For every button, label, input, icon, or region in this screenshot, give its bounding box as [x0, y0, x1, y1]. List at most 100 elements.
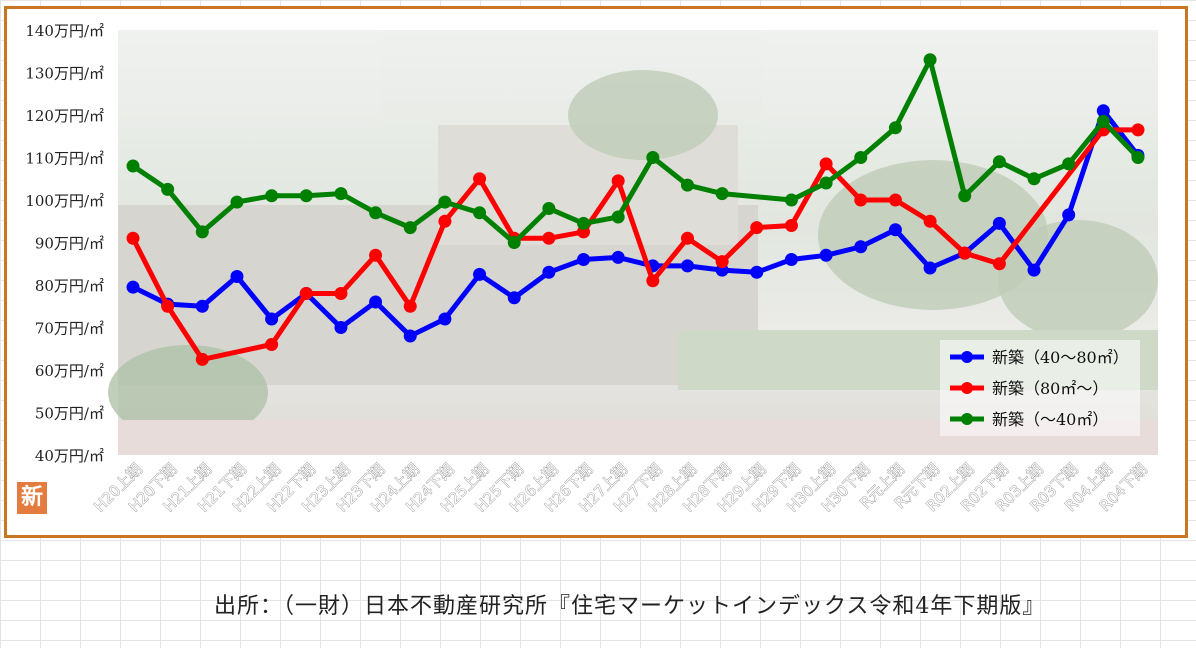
- x-axis-ticks: H20上期H20下期H21上期H21下期H22上期H22下期H23上期H23下期…: [90, 460, 1151, 516]
- data-point: [542, 202, 556, 215]
- data-point: [161, 299, 175, 313]
- y-axis-ticks: 40万円/㎡ 50万円/㎡ 60万円/㎡ 70万円/㎡ 80万円/㎡ 90万円/㎡ 100万…: [25, 22, 104, 465]
- data-point: [1131, 151, 1145, 164]
- data-point: [1096, 114, 1110, 128]
- data-point: [923, 53, 937, 67]
- data-point: [438, 214, 452, 228]
- data-point: [195, 225, 209, 239]
- data-point: [265, 338, 279, 351]
- data-point: [1027, 172, 1041, 186]
- data-point: [854, 151, 868, 164]
- data-point: [369, 248, 383, 262]
- data-point: [992, 155, 1006, 169]
- legend-swatch-marker: [961, 413, 973, 425]
- legend-label: 新築（～40㎡）: [992, 410, 1108, 429]
- data-point: [992, 257, 1006, 271]
- y-tick-label: 70万円/㎡: [35, 320, 104, 338]
- data-point: [646, 151, 660, 164]
- data-point: [715, 187, 729, 201]
- source-citation: 出所：（一財）日本不動産研究所『住宅マーケットインデックス令和4年下期版』: [214, 594, 1046, 619]
- data-point: [230, 195, 244, 209]
- data-point: [299, 287, 313, 300]
- data-point: [126, 231, 140, 245]
- y-tick-label: 120万円/㎡: [25, 107, 104, 125]
- data-point: [819, 157, 833, 171]
- y-tick-label: 90万円/㎡: [35, 235, 104, 253]
- data-point: [784, 193, 798, 207]
- data-point: [195, 299, 209, 313]
- legend: 新築（40～80㎡） 新築（80㎡～） 新築（～40㎡）: [940, 340, 1140, 436]
- data-point: [888, 193, 902, 207]
- data-point: [403, 221, 417, 235]
- data-point: [784, 253, 798, 266]
- data-point: [507, 291, 521, 305]
- data-point: [473, 172, 487, 186]
- data-point: [819, 248, 833, 262]
- data-point: [542, 231, 556, 245]
- data-point: [161, 182, 175, 196]
- data-point: [958, 246, 972, 260]
- y-tick-label: 140万円/㎡: [25, 22, 104, 40]
- data-point: [1027, 263, 1041, 277]
- y-tick-label: 60万円/㎡: [35, 362, 104, 380]
- data-point: [230, 270, 244, 283]
- data-point: [334, 287, 348, 300]
- data-point: [126, 159, 140, 173]
- data-point: [299, 189, 313, 203]
- data-point: [923, 261, 937, 275]
- data-point: [577, 253, 591, 266]
- y-tick-label: 50万円/㎡: [35, 405, 104, 423]
- data-point: [403, 299, 417, 313]
- data-point: [646, 274, 660, 288]
- y-tick-label: 130万円/㎡: [25, 65, 104, 83]
- y-tick-label: 110万円/㎡: [25, 150, 104, 168]
- data-point: [854, 240, 868, 254]
- series-line: [130, 57, 1141, 245]
- y-tick-label: 100万円/㎡: [25, 192, 104, 210]
- data-point: [265, 312, 279, 326]
- data-point: [819, 176, 833, 190]
- data-point: [473, 267, 487, 281]
- data-point: [334, 187, 348, 201]
- legend-swatch-marker: [961, 382, 973, 394]
- data-point: [715, 255, 729, 269]
- data-point: [888, 121, 902, 135]
- data-point: [265, 189, 279, 203]
- data-point: [958, 189, 972, 203]
- data-point: [438, 312, 452, 326]
- data-point: [750, 265, 764, 279]
- legend-swatch-marker: [961, 351, 973, 363]
- series-line: [130, 127, 1141, 362]
- data-point: [1096, 104, 1110, 118]
- data-point: [577, 216, 591, 230]
- data-point: [473, 206, 487, 220]
- legend-label: 新築（40～80㎡）: [992, 348, 1129, 367]
- data-point: [888, 223, 902, 237]
- legend-label: 新築（80㎡～）: [992, 379, 1108, 398]
- data-point: [403, 329, 417, 343]
- data-point: [195, 352, 209, 366]
- data-point: [542, 265, 556, 279]
- data-point: [369, 295, 383, 309]
- data-point: [1062, 157, 1076, 171]
- data-point: [369, 206, 383, 220]
- data-point: [507, 236, 521, 249]
- data-point: [611, 210, 625, 224]
- data-point: [1131, 123, 1145, 137]
- data-point: [923, 214, 937, 228]
- series-lines: [126, 53, 1145, 366]
- data-point: [680, 231, 694, 245]
- new-construction-badge: 新: [17, 482, 47, 514]
- data-point: [1062, 208, 1076, 222]
- data-point: [854, 193, 868, 207]
- data-point: [611, 174, 625, 188]
- data-point: [992, 216, 1006, 230]
- data-point: [438, 195, 452, 209]
- data-point: [126, 280, 140, 294]
- data-point: [680, 178, 694, 192]
- data-point: [750, 221, 764, 235]
- y-tick-label: 40万円/㎡: [35, 447, 104, 465]
- data-point: [784, 219, 798, 232]
- data-point: [680, 259, 694, 273]
